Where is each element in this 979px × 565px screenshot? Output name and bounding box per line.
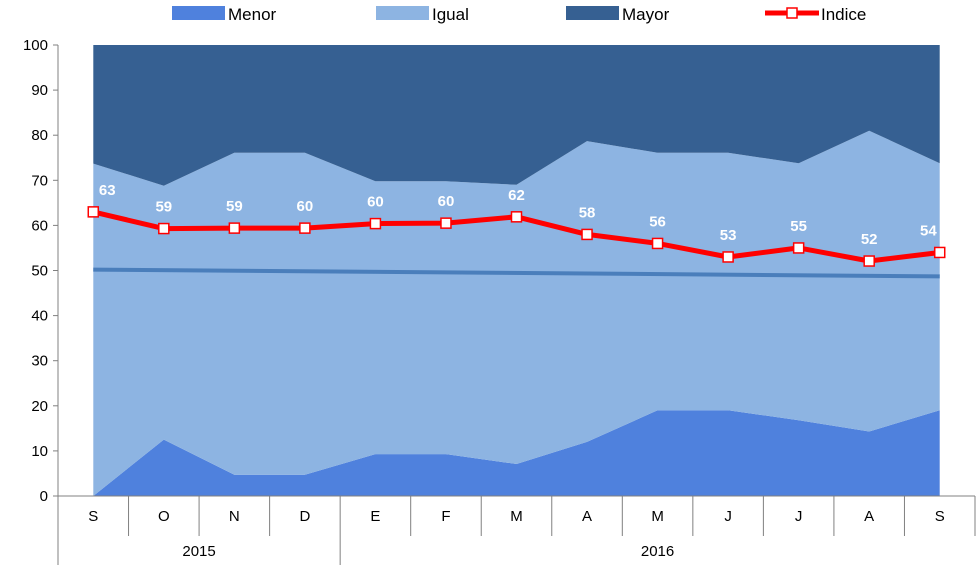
index-data-label: 55	[790, 218, 807, 235]
index-marker	[933, 246, 946, 259]
x-axis: S O N D E F M A M J J A S 2015 2016	[57, 495, 976, 565]
index-data-label: 59	[226, 198, 243, 215]
x-tick-label: A	[864, 508, 874, 525]
index-data-label: 60	[367, 194, 384, 211]
x-tick-label: M	[651, 508, 664, 525]
y-tick-label: 30	[31, 353, 48, 370]
legend: Menor Igual Mayor Indice	[172, 5, 866, 24]
x-tick-label: E	[370, 508, 380, 525]
index-marker	[228, 222, 241, 234]
index-marker	[581, 228, 593, 241]
y-tick-label: 40	[31, 308, 48, 325]
x-tick-label: O	[158, 508, 170, 525]
y-tick-label: 90	[31, 82, 48, 99]
legend-swatch-menor	[172, 6, 225, 20]
index-marker	[651, 237, 664, 250]
trendline	[93, 267, 940, 279]
x-tick-label: J	[795, 508, 803, 525]
y-axis: 0 10 20 30 40 50 60 70 80 90 100	[23, 37, 59, 505]
index-marker	[158, 222, 170, 235]
y-tick-label: 50	[31, 263, 48, 280]
index-marker	[369, 217, 382, 230]
index-data-label: 52	[861, 231, 878, 248]
y-tick-label: 80	[31, 127, 48, 144]
index-marker	[792, 242, 805, 254]
legend-label-mayor: Mayor	[622, 5, 670, 24]
y-tick-label: 70	[31, 172, 48, 189]
x-tick-label: F	[441, 508, 450, 525]
y-tick-label: 20	[31, 398, 48, 415]
area-series	[93, 45, 940, 496]
x-tick-label: S	[88, 508, 98, 525]
index-data-label: 53	[720, 227, 737, 244]
y-tick-label: 10	[31, 443, 48, 460]
trendline-line	[93, 267, 940, 279]
index-marker	[722, 251, 734, 263]
y-tick-label: 60	[31, 217, 48, 234]
index-marker	[510, 211, 523, 223]
index-data-label: 56	[649, 213, 666, 230]
year-label: 2016	[641, 543, 674, 560]
index-data-label: 58	[579, 204, 596, 221]
x-tick-label: D	[299, 508, 310, 525]
x-tick-label: J	[724, 508, 732, 525]
index-marker	[87, 206, 100, 218]
index-marker	[863, 255, 875, 267]
index-data-label: 62	[508, 187, 525, 204]
y-tick-label: 100	[23, 37, 48, 54]
x-tick-label: S	[935, 508, 945, 525]
area-igual	[93, 130, 940, 496]
index-marker	[299, 222, 311, 234]
x-tick-label: M	[510, 508, 523, 525]
index-series	[87, 206, 946, 267]
index-data-label: 60	[297, 198, 314, 215]
legend-label-indice: Indice	[821, 5, 866, 24]
legend-marker-indice	[786, 7, 798, 19]
legend-label-igual: Igual	[432, 5, 469, 24]
legend-swatch-igual	[376, 6, 429, 20]
x-tick-label: A	[582, 508, 592, 525]
year-label: 2015	[182, 543, 215, 560]
area-mayor	[93, 45, 940, 186]
y-tick-label: 0	[40, 488, 48, 505]
index-data-label: 59	[155, 199, 172, 216]
index-data-label: 60	[438, 193, 455, 210]
index-marker	[440, 217, 452, 229]
legend-label-menor: Menor	[228, 5, 277, 24]
data-labels: 63 59 59 60 60 60 62 58 56 53 55 52 54	[99, 182, 937, 248]
area-menor	[93, 410, 940, 496]
legend-swatch-mayor	[566, 6, 619, 20]
index-data-label: 63	[99, 182, 116, 199]
x-tick-label: N	[229, 508, 240, 525]
index-data-label: 54	[920, 222, 937, 239]
